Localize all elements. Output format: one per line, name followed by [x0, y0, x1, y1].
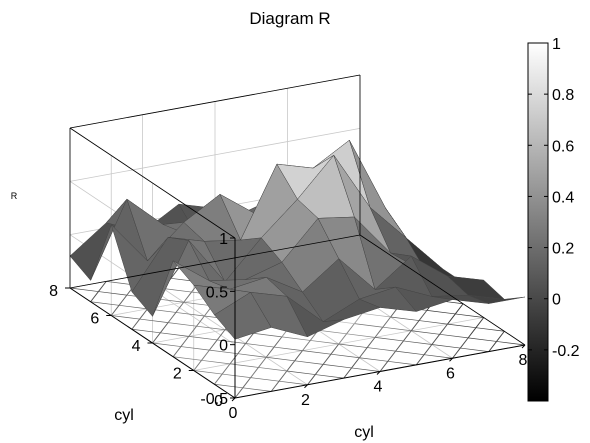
z-tick-label: -0.5 — [200, 391, 228, 408]
colorbar-tick-label: 0.2 — [552, 241, 574, 258]
y-tick-label: 4 — [132, 338, 141, 355]
x-tick-label: 2 — [301, 392, 310, 409]
colorbar-tick-label: 1 — [552, 36, 561, 53]
x-tick-label: 4 — [374, 379, 383, 396]
contour-line — [447, 323, 505, 332]
x-axis-label: cyl — [354, 424, 374, 441]
y-axis-label: cyl — [114, 407, 134, 424]
colorbar-tick-label: 0.4 — [552, 189, 574, 206]
x-tick-mark — [521, 344, 526, 349]
contour-line — [411, 330, 469, 339]
surface-patch — [467, 294, 526, 304]
contour-line — [131, 328, 189, 337]
contour-line — [111, 315, 169, 323]
box-edge — [69, 74, 361, 129]
contour-line — [354, 323, 412, 332]
contour-line — [90, 301, 148, 310]
contour-line — [69, 287, 127, 296]
contour-line — [168, 322, 226, 331]
contour-line — [302, 350, 360, 359]
z-tick-label: 0 — [219, 338, 228, 355]
z-axis-label: R — [11, 191, 18, 201]
contour-line — [323, 364, 381, 372]
x-tick-label: 6 — [446, 365, 455, 382]
contour-line — [286, 370, 344, 379]
contour-line — [431, 344, 489, 352]
colorbar: -0.2 0 0.2 0.4 0.6 0.8 1 — [527, 36, 580, 402]
y-tick-label: 8 — [49, 283, 58, 300]
y-tick-label: 0 — [214, 393, 223, 410]
contour-line — [229, 363, 287, 372]
contour-line — [359, 357, 417, 366]
contour-line — [173, 356, 231, 365]
contour-line — [209, 349, 267, 358]
surface-mesh — [69, 139, 526, 340]
contour-line — [152, 342, 210, 351]
contour-line — [426, 310, 484, 318]
colorbar-tick-label: -0.2 — [552, 343, 580, 360]
chart-title: Diagram R — [249, 9, 330, 28]
x-tick-label: 0 — [229, 405, 238, 422]
contour-line — [193, 370, 251, 378]
contour-line — [395, 350, 453, 359]
contour-line — [245, 343, 303, 351]
colorbar-tick-label: 0.6 — [552, 138, 574, 155]
colorbar-ticks: -0.2 0 0.2 0.4 0.6 0.8 1 — [528, 36, 580, 360]
y-tick-label: 2 — [173, 366, 182, 383]
x-tick-label: 8 — [519, 352, 528, 369]
colorbar-tick-label: 0 — [552, 292, 561, 309]
colorbar-gradient — [527, 42, 549, 402]
contour-line — [468, 337, 526, 346]
contour-line — [318, 329, 376, 338]
box-edge — [359, 234, 526, 346]
contour-line — [250, 377, 308, 386]
box-edge — [69, 234, 361, 289]
contour-line — [147, 308, 205, 317]
contour-line — [266, 356, 324, 365]
y-tick-label: 6 — [90, 311, 99, 328]
contour-line — [374, 337, 432, 345]
x-tick-mark — [449, 357, 453, 362]
x-tick-mark — [376, 371, 381, 375]
x-tick-mark — [304, 384, 308, 389]
wall-gridline — [69, 127, 361, 182]
z-tick-label: 0.5 — [206, 284, 228, 301]
colorbar-tick-label: 0.8 — [552, 87, 574, 104]
contour-line — [188, 336, 246, 344]
z-tick-label: 1 — [219, 231, 228, 248]
box-edge — [69, 127, 236, 239]
contour-line — [338, 343, 396, 352]
contour-line — [214, 383, 272, 392]
contour-line — [390, 316, 448, 325]
contour-line — [281, 336, 339, 345]
